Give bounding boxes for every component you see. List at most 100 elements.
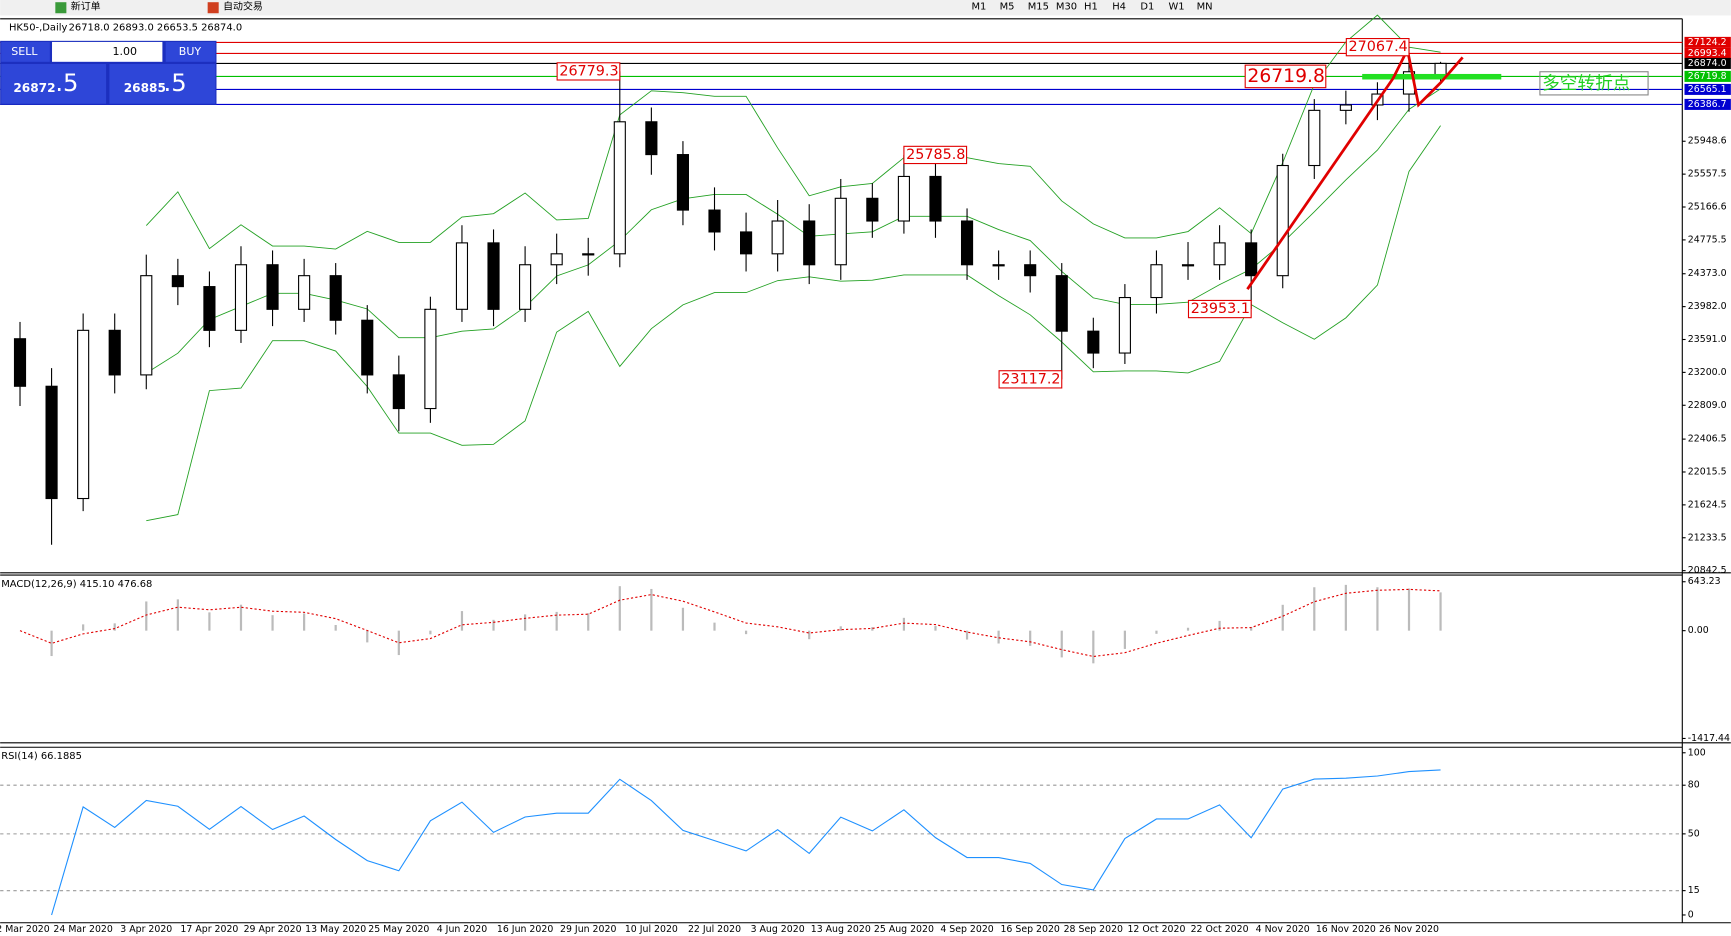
sell-button[interactable] <box>1 41 50 62</box>
buy-price-tail: .5 <box>164 68 187 97</box>
x-tick-label: 12 Oct 2020 <box>1127 924 1185 935</box>
x-tick-label: 22 Oct 2020 <box>1191 924 1249 935</box>
candle-body <box>1276 164 1289 277</box>
buy-price: 26885 <box>124 81 166 95</box>
x-tick-label: 4 Nov 2020 <box>1256 924 1310 935</box>
y-tick-label: 23982.0 <box>1688 301 1727 312</box>
candle-body <box>1308 109 1321 167</box>
y-tick-label: 23200.0 <box>1688 367 1727 378</box>
candle-body <box>519 264 532 310</box>
trade-panel: SELL 1.00 BUY 26872 .5 26885 .5 <box>0 40 217 105</box>
annotation-box <box>1244 64 1327 89</box>
x-tick-label: 3 Apr 2020 <box>120 924 172 935</box>
price-tag <box>1684 36 1731 48</box>
price-tag-label: 26386.7 <box>1688 99 1727 110</box>
y-tick-label: 25948.6 <box>1688 136 1727 147</box>
y-tick-label: 22406.5 <box>1688 434 1727 445</box>
candle-body <box>803 220 816 266</box>
y-tick-label: 22015.5 <box>1688 466 1727 477</box>
buy-label[interactable]: BUY <box>179 45 202 58</box>
candle-body <box>392 374 405 410</box>
candle-body <box>1213 242 1226 266</box>
price-tag <box>1684 47 1731 59</box>
timeframe[interactable]: M15 <box>1028 2 1049 13</box>
timeframe[interactable]: M1 <box>971 2 986 13</box>
new-order[interactable]: 新订单 <box>71 0 101 13</box>
y-tick-label: 21233.5 <box>1688 532 1727 543</box>
annotation-text: 多空转折点 <box>1542 73 1630 94</box>
y-tick-label: 25166.6 <box>1688 202 1727 213</box>
price-tag <box>1684 70 1731 82</box>
x-tick-label: 16 Sep 2020 <box>1000 924 1059 935</box>
x-tick-label: 29 Apr 2020 <box>244 924 302 935</box>
volume[interactable]: 1.00 <box>112 45 137 58</box>
candle-body <box>171 275 184 288</box>
annotation: 23117.2 <box>1001 371 1060 387</box>
sell-price: 26872 <box>13 81 55 95</box>
price-tag-label: 26993.4 <box>1688 48 1727 59</box>
x-tick-label: 29 Jun 2020 <box>560 924 616 935</box>
price-tag-label: 26874.0 <box>1688 58 1727 69</box>
y-tick-label: 24373.0 <box>1688 268 1727 279</box>
x-tick-label: 12 Mar 2020 <box>0 924 50 935</box>
timeframe[interactable]: H1 <box>1084 2 1098 13</box>
candle-body <box>234 264 248 331</box>
zigzag <box>1391 45 1464 108</box>
candle-body <box>1118 296 1131 354</box>
x-tick-label: 4 Jun 2020 <box>437 924 487 935</box>
annotation: 25785.8 <box>906 147 965 163</box>
icon[interactable] <box>207 2 219 14</box>
candle-body <box>45 385 58 500</box>
panel-label: RSI(14) 66.1885 <box>1 751 82 762</box>
y-tick-label: 0.00 <box>1688 625 1709 636</box>
timeframe[interactable]: M5 <box>1000 2 1015 13</box>
x-tick-label: 16 Nov 2020 <box>1316 924 1376 935</box>
x-tick-label: 10 Jul 2020 <box>625 924 678 935</box>
price-tag-label: 26565.1 <box>1688 84 1727 95</box>
candle-body <box>203 286 216 331</box>
candle-body <box>361 319 374 376</box>
x-tick-label: 16 Jun 2020 <box>497 924 553 935</box>
timeframe[interactable]: H4 <box>1112 2 1126 13</box>
buy-button[interactable] <box>165 41 216 62</box>
y-tick-label: 15 <box>1688 885 1700 896</box>
price-tag <box>1684 83 1731 95</box>
candle-body <box>550 253 563 266</box>
candle-body <box>645 121 658 156</box>
volume-field[interactable] <box>52 41 163 62</box>
candle-body <box>1339 104 1352 111</box>
annotation-box <box>903 145 968 165</box>
icon[interactable] <box>55 2 67 14</box>
sell-price-tail: .5 <box>55 68 78 97</box>
candle-body <box>140 275 153 376</box>
sell-price-box[interactable] <box>1 64 107 104</box>
sell-label[interactable]: SELL <box>11 45 38 58</box>
toolbar <box>0 0 1731 16</box>
panel-label: MACD(12,26,9) 415.10 476.68 <box>1 579 152 590</box>
candle-body <box>897 175 910 222</box>
y-tick-label: 80 <box>1688 780 1700 791</box>
timeframe[interactable]: D1 <box>1140 2 1154 13</box>
annotation-box <box>1345 38 1410 57</box>
y-tick-label: 25557.5 <box>1688 169 1727 180</box>
ohlc: 26718.0 26893.0 26653.5 26874.0 <box>69 23 243 34</box>
candle-body <box>487 242 500 310</box>
rsi-line <box>51 769 1441 916</box>
candle-body <box>1055 275 1068 332</box>
y-tick-label: 643.23 <box>1688 576 1721 587</box>
x-tick-label: 4 Sep 2020 <box>940 924 993 935</box>
timeframe[interactable]: W1 <box>1168 2 1184 13</box>
auto-trading[interactable]: 自动交易 <box>223 0 263 13</box>
buy-price-box[interactable] <box>109 64 216 104</box>
candle-body <box>329 275 342 321</box>
y-tick-label: 23591.0 <box>1688 334 1727 345</box>
candle-body <box>455 242 469 310</box>
candle-body <box>266 264 279 310</box>
timeframe[interactable]: M30 <box>1056 2 1077 13</box>
annotation-box <box>1187 299 1252 319</box>
band <box>145 14 1441 250</box>
timeframe[interactable]: MN <box>1197 2 1213 13</box>
price-tag <box>1684 98 1731 110</box>
